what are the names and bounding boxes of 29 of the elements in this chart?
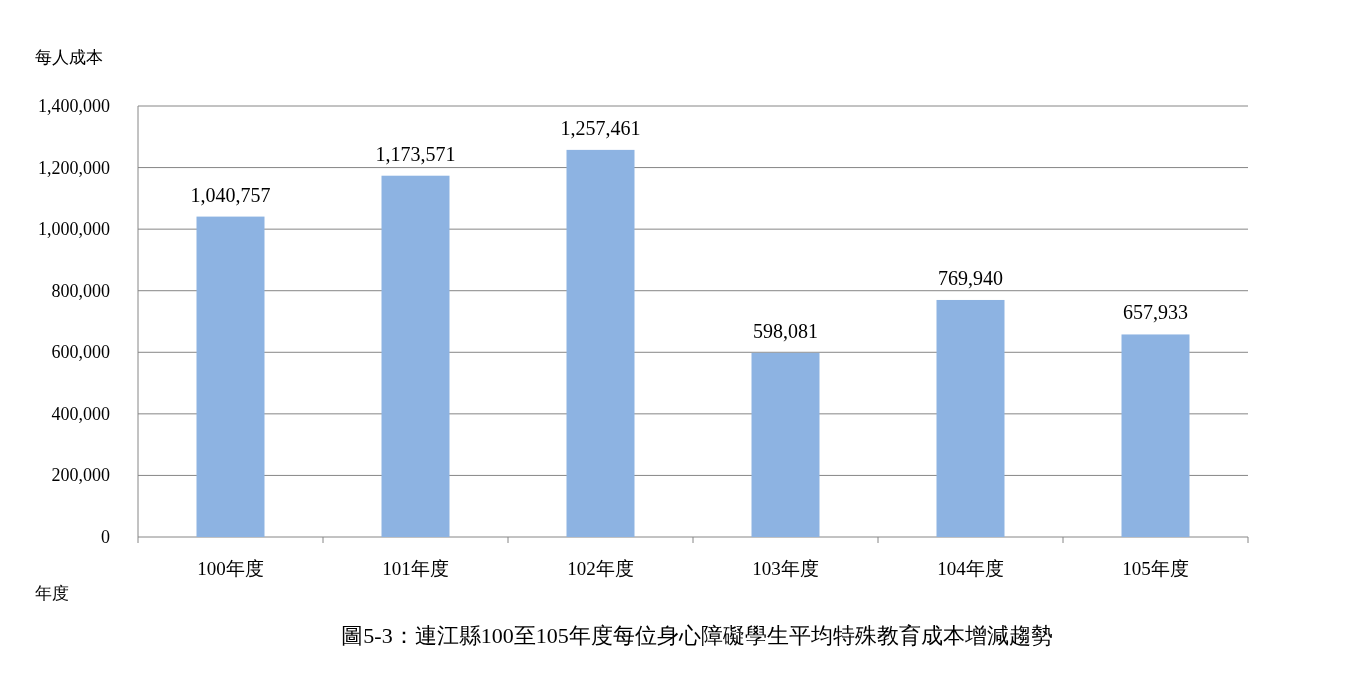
y-tick-label: 400,000 — [51, 403, 110, 424]
bar — [936, 299, 1005, 537]
y-axis-title: 每人成本 — [35, 48, 103, 67]
x-tick-label: 102年度 — [567, 558, 634, 579]
y-tick-label: 0 — [101, 527, 110, 547]
text: 圖5-3：連江縣100至105年度每位身心障礙學生平均特殊教育成本增減趨勢 — [341, 623, 1053, 648]
bar — [751, 352, 820, 537]
y-tick-label: 1,000,000 — [38, 219, 110, 240]
y-tick-label: 1,400,000 — [38, 96, 110, 116]
x-tick-label: 105年度 — [1122, 558, 1189, 579]
y-tick-label: 800,000 — [51, 280, 110, 301]
data-label: 1,173,571 — [375, 142, 456, 165]
y-tick-label: 200,000 — [51, 465, 110, 486]
data-label: 1,257,461 — [560, 116, 641, 139]
y-tick-label: 1,200,000 — [38, 157, 110, 178]
bar — [196, 216, 265, 537]
x-tick-label: 104年度 — [937, 558, 1004, 579]
data-label: 657,933 — [1123, 301, 1188, 324]
x-tick-label: 101年度 — [382, 558, 449, 579]
bar — [566, 149, 635, 537]
bar — [1121, 334, 1190, 537]
x-axis-title: 年度 — [35, 584, 69, 603]
bar — [381, 175, 450, 537]
data-label: 598,081 — [753, 319, 818, 342]
x-tick-label: 100年度 — [197, 558, 264, 579]
y-tick-label: 600,000 — [51, 342, 110, 363]
data-label: 769,940 — [938, 266, 1003, 289]
x-tick-label: 103年度 — [752, 558, 819, 579]
data-label: 1,040,757 — [190, 183, 271, 206]
